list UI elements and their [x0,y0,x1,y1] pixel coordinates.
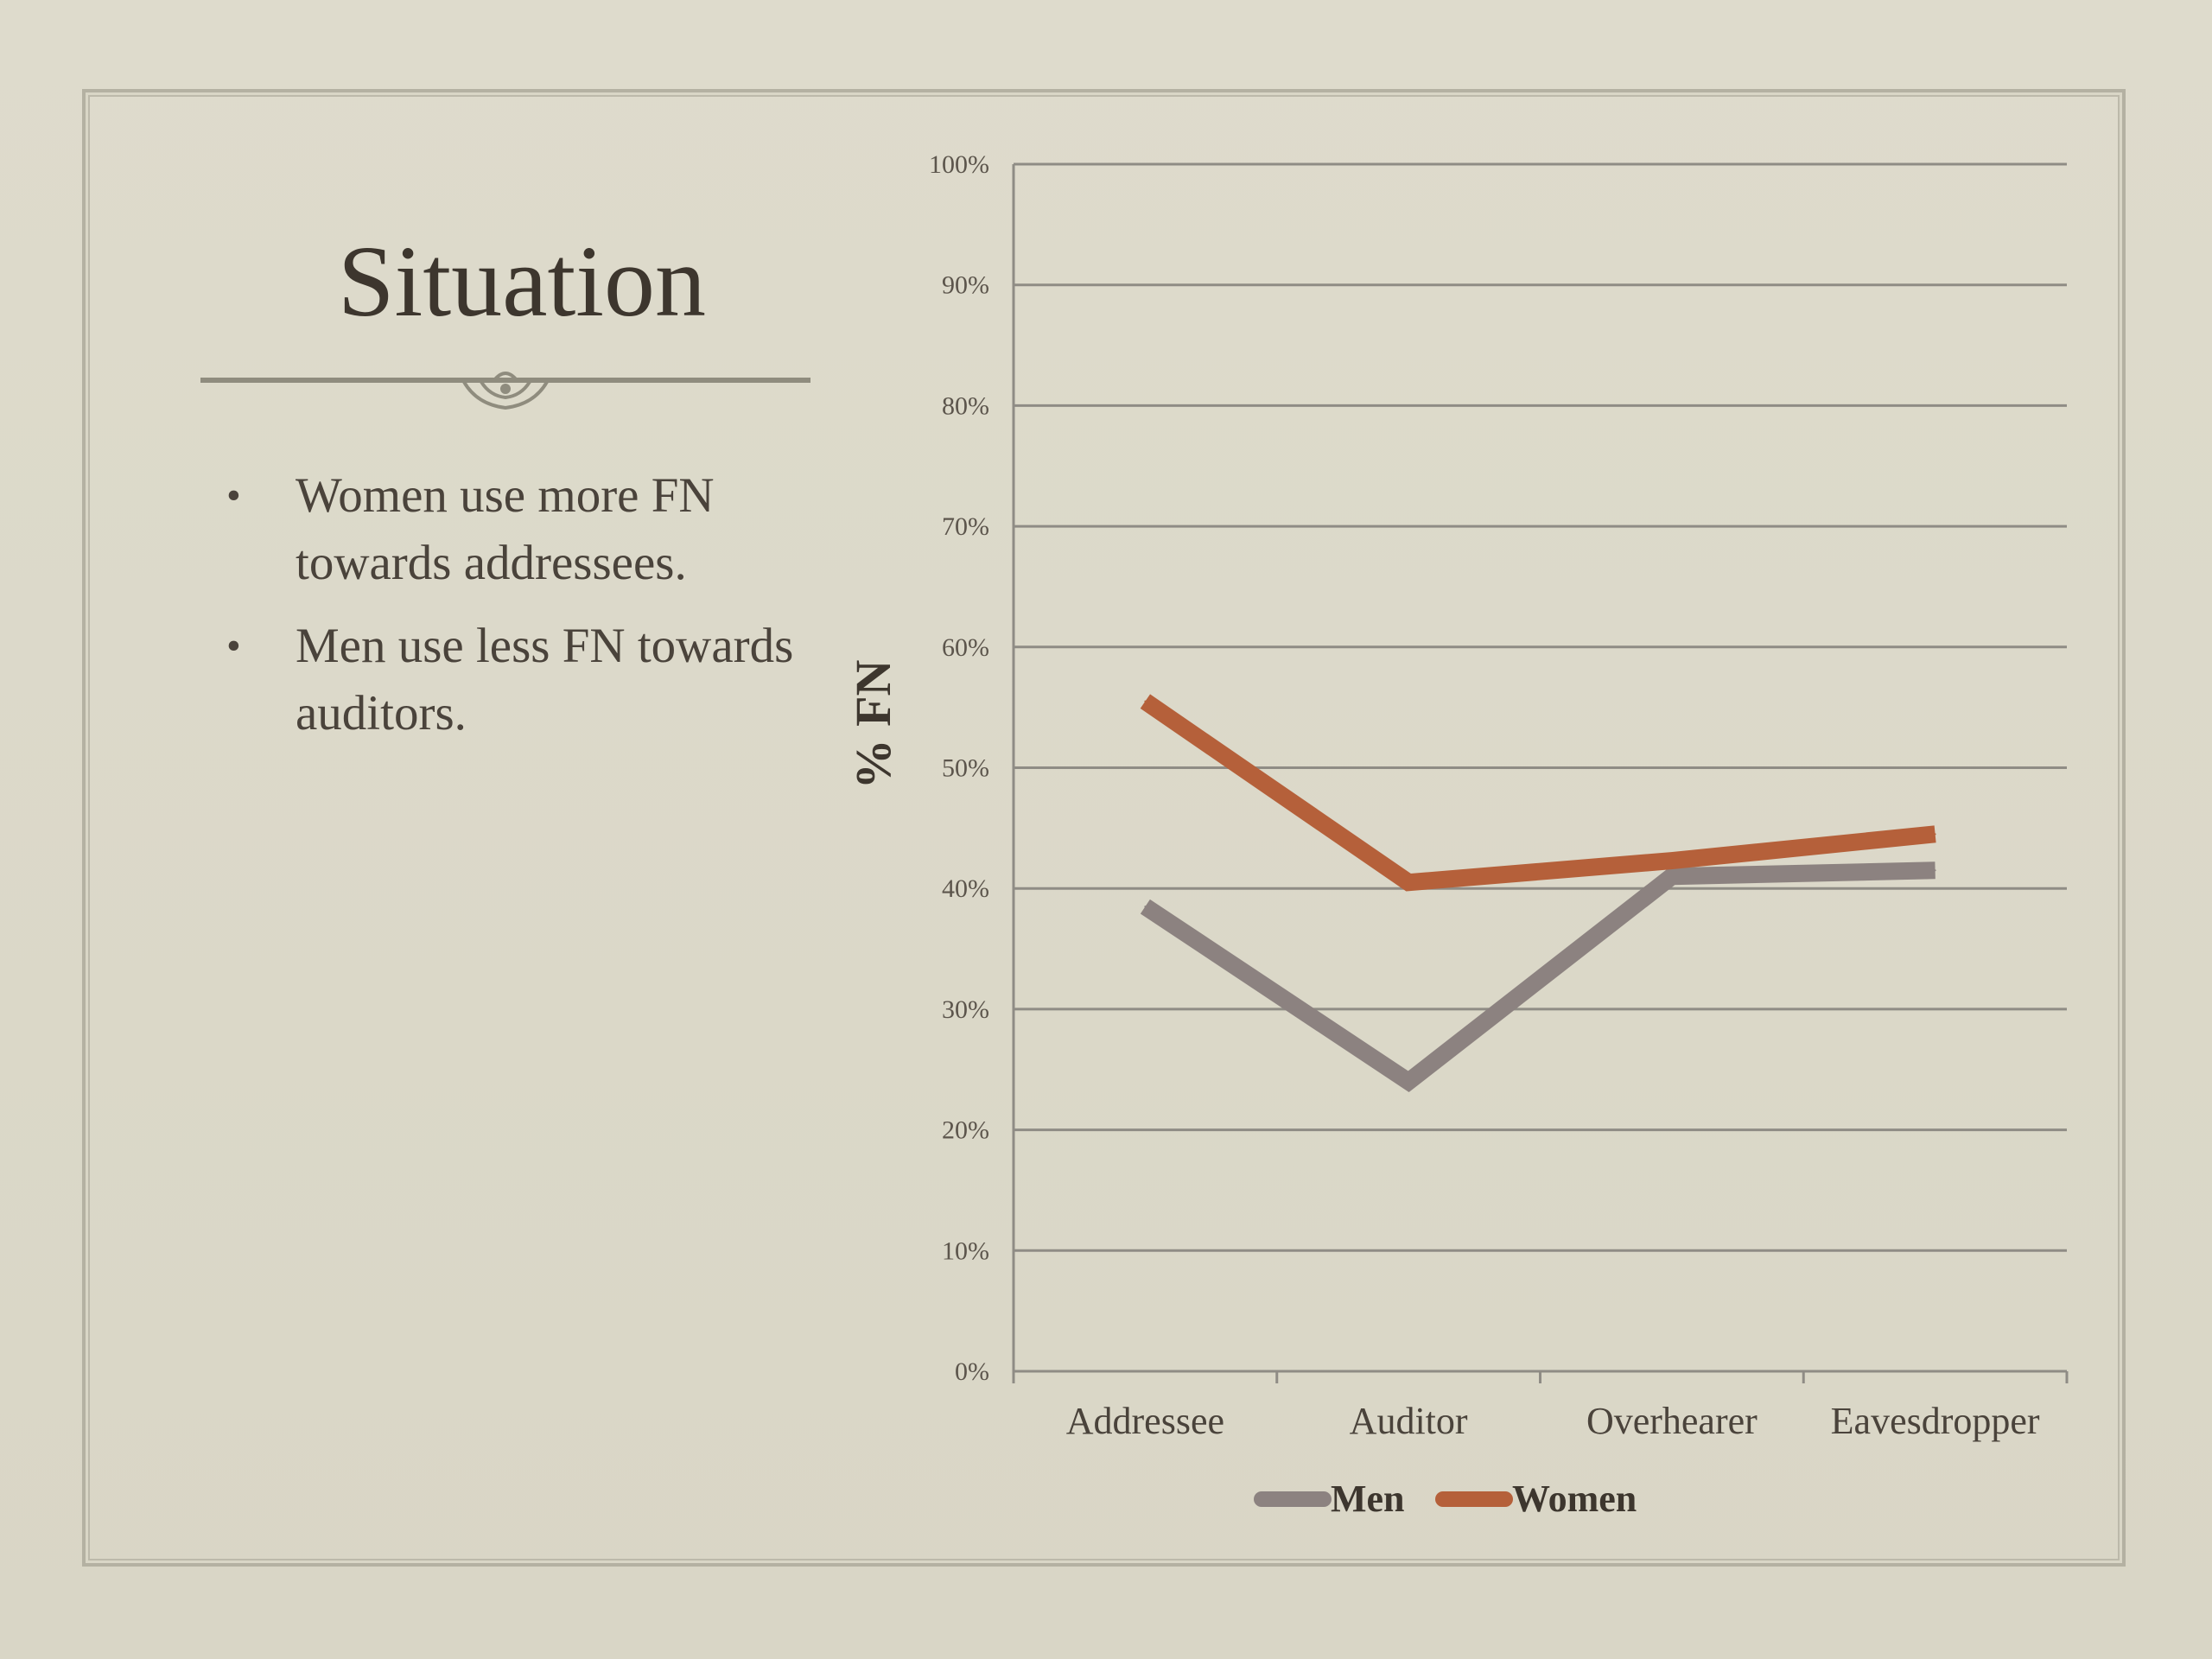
line-chart: 0% 10% 20% 30% 40% 50% 60% 70% 80% 90% 100% Address… [845,150,2069,1520]
y-tick-label: 0% [955,1357,989,1386]
title-divider [200,372,810,410]
y-tick-label: 60% [942,633,989,662]
data-point [1670,860,1673,862]
bullet-text: Men use less FN towards auditors. [296,619,794,741]
ornament-icon [462,372,549,410]
y-tick-label: 30% [942,995,989,1024]
series-line-men [1140,861,1936,1093]
data-point [1934,869,1936,872]
y-tick-label: 40% [942,874,989,903]
data-point [1144,906,1147,908]
data-point [1934,833,1936,836]
x-tick-label: Eavesdropper [1831,1400,2040,1442]
slide-frame [82,89,2126,1567]
list-item: • Men use less FN towards auditors. [216,613,821,747]
y-tick-label: 80% [942,391,989,420]
y-axis-title: % FN [845,659,901,789]
bullet-list: • Women use more FN towards addressees. … [216,462,821,763]
x-tick-label: Overhearer [1586,1400,1758,1442]
list-item: • Women use more FN towards addressees. [216,462,821,597]
x-tick-label: Auditor [1350,1400,1468,1442]
y-tick-label: 100% [929,150,989,179]
series-line-women [1140,694,1936,892]
bullet-text: Women use more FN towards addressees. [296,468,715,590]
bullet-icon: • [226,623,241,669]
data-point [1144,700,1147,702]
slide-title: Situation [337,225,707,338]
data-point [1670,875,1673,878]
y-tick-label: 70% [942,512,989,541]
data-point [1408,1080,1410,1083]
y-tick-label: 90% [942,271,989,300]
bullet-icon: • [226,473,241,518]
y-tick-label: 20% [942,1116,989,1145]
y-tick-label: 10% [942,1236,989,1265]
x-tick-label: Addressee [1066,1400,1224,1442]
y-tick-label: 50% [942,754,989,783]
data-point [1408,881,1410,884]
legend-label: Men [1331,1478,1405,1520]
legend-label: Women [1512,1478,1637,1520]
